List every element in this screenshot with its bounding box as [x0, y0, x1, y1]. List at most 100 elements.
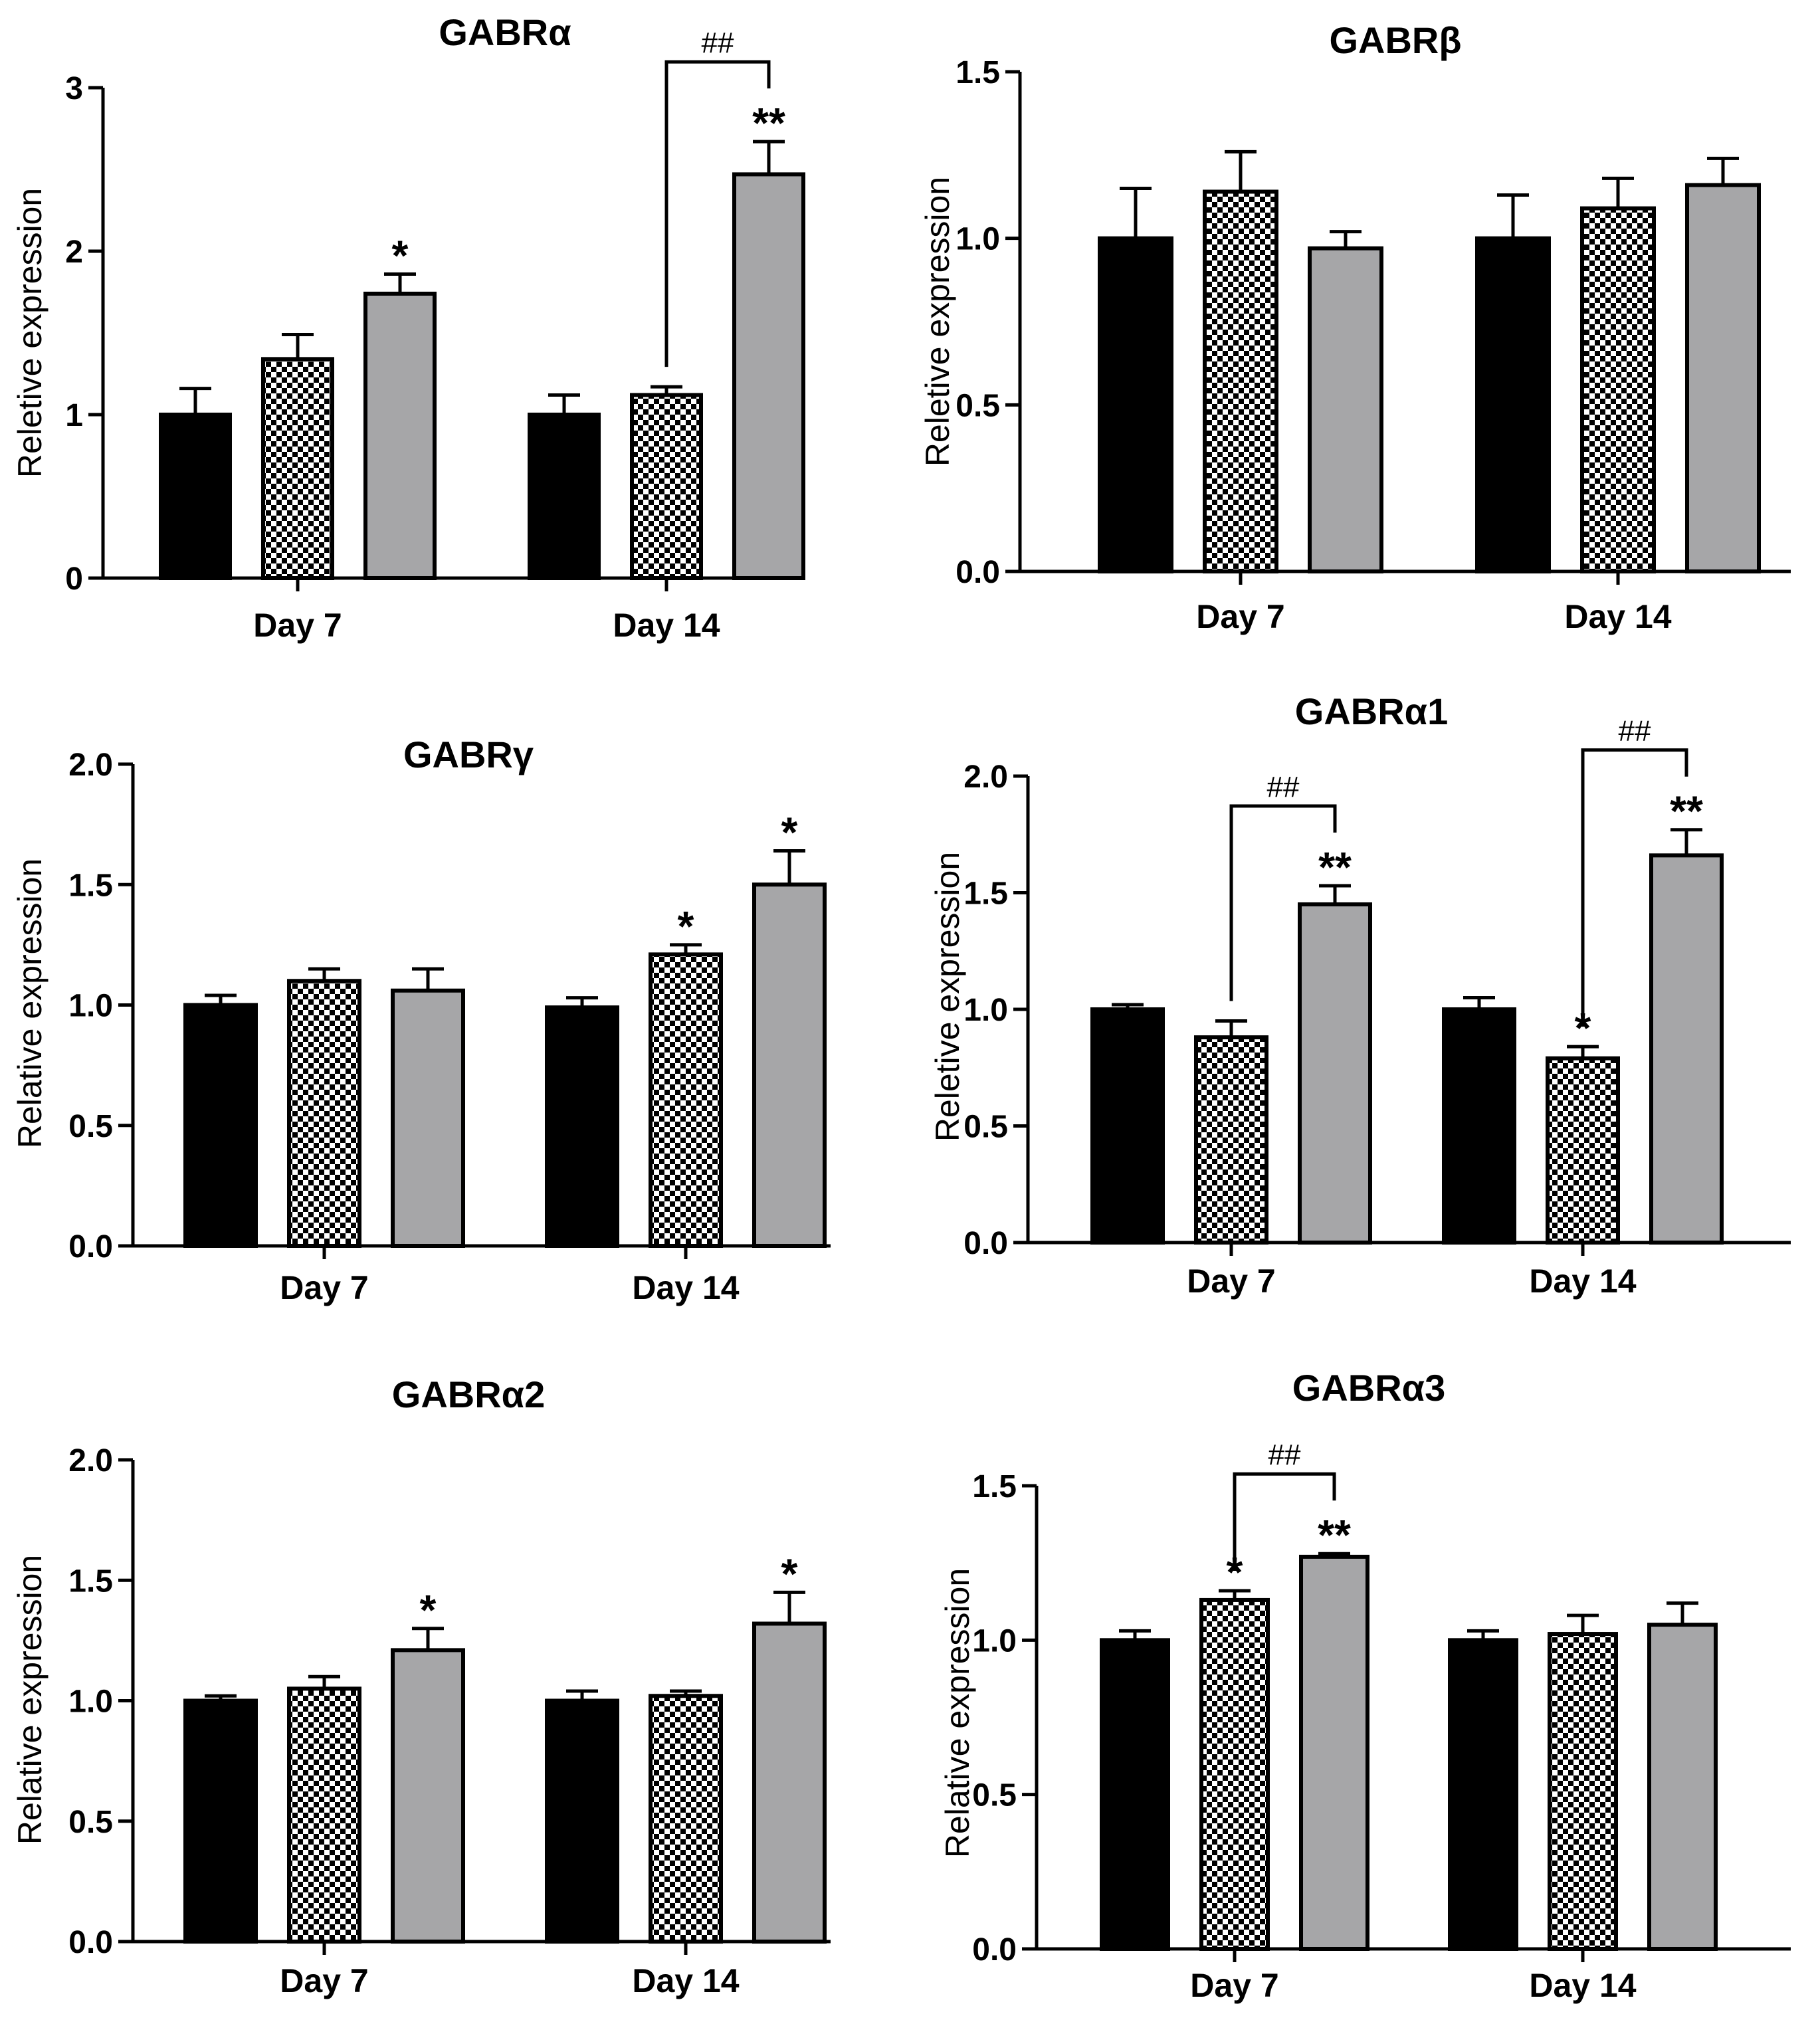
- bar-group1: [545, 1698, 619, 1944]
- y-axis-label: Reletive expression: [11, 188, 49, 478]
- significance-star: *: [392, 231, 409, 279]
- bar-group2: [1580, 206, 1656, 573]
- chart-title: GABRγ: [403, 734, 534, 775]
- bar-group2: [287, 1686, 361, 1944]
- bar-group3: [1685, 183, 1761, 574]
- bar-group2: [1548, 1632, 1618, 1952]
- y-tick-label: 1: [65, 398, 83, 433]
- chart-panel-3: 0.0 0.5 1.0 1.5 2.0 Day 7 Day 14 * * GABRγ Relativ…: [11, 734, 831, 1306]
- y-tick-label: 0.5: [956, 388, 1000, 423]
- category-label: Day 7: [1190, 1967, 1278, 2004]
- bar-group1: [159, 413, 232, 580]
- category-label: Day 14: [1564, 598, 1671, 635]
- y-tick-label: 1.5: [68, 868, 113, 903]
- bar-group2: [630, 393, 703, 580]
- bar-group1: [1098, 236, 1173, 573]
- y-tick-label: 0.5: [68, 1109, 113, 1144]
- category-label: Day 7: [280, 1962, 368, 1999]
- y-tick-label: 1.0: [956, 222, 1000, 257]
- significance-star: *: [678, 902, 694, 950]
- bracket-label: ##: [1268, 1439, 1301, 1471]
- y-tick-label: 1.0: [68, 1684, 113, 1720]
- bar-group3: [391, 988, 465, 1248]
- y-tick-label: 0.0: [963, 1226, 1008, 1261]
- bar-group3: [1649, 853, 1724, 1245]
- y-tick-label: 0.5: [972, 1778, 1017, 1813]
- y-tick-label: 2: [65, 235, 83, 270]
- y-tick-label: 0.0: [972, 1932, 1017, 1968]
- y-tick-label: 2.0: [68, 748, 113, 783]
- y-tick-label: 1.5: [963, 876, 1008, 912]
- comparison-bracket: [664, 60, 771, 367]
- bar-group2: [287, 979, 361, 1248]
- chart-panel-2: 0.0 0.5 1.0 1.5 Day 7 Day 14 GABRβ Reletive exp…: [919, 19, 1791, 635]
- chart-title: GABRβ: [1329, 19, 1461, 61]
- bar-group1: [183, 1003, 258, 1248]
- bar-group2: [649, 1694, 723, 1944]
- bar-group1: [1475, 236, 1551, 573]
- significance-star: **: [1318, 1511, 1351, 1559]
- bar-group3: [1299, 1554, 1369, 1951]
- significance-star: *: [781, 1550, 798, 1597]
- chart-title: GABRα1: [1295, 690, 1448, 732]
- bar-group1: [1100, 1638, 1170, 1951]
- bar-group2: [1194, 1035, 1268, 1245]
- bar-group2: [1546, 1056, 1620, 1245]
- bar-group3: [363, 291, 437, 580]
- bar-group1: [1448, 1638, 1518, 1951]
- category-label: Day 7: [1196, 598, 1284, 635]
- category-label: Day 14: [1529, 1262, 1636, 1300]
- bar-group1: [545, 1005, 619, 1248]
- bar-group2: [649, 952, 723, 1248]
- bar-group1: [1442, 1007, 1516, 1245]
- bracket-label: ##: [1619, 715, 1651, 748]
- y-tick-label: 3: [65, 71, 83, 106]
- category-label: Day 14: [632, 1269, 739, 1306]
- category-label: Day 7: [1187, 1262, 1275, 1300]
- significance-star: **: [752, 99, 785, 147]
- bar-group3: [752, 1621, 827, 1944]
- y-tick-label: 1.5: [68, 1564, 113, 1599]
- y-tick-label: 0.0: [956, 555, 1000, 590]
- bar-group2: [261, 357, 334, 580]
- y-tick-label: 2.0: [963, 759, 1008, 795]
- significance-star: *: [781, 809, 798, 857]
- y-tick-label: 1.5: [972, 1469, 1017, 1504]
- bracket-label: ##: [702, 27, 734, 59]
- y-tick-label: 0.0: [68, 1229, 113, 1264]
- bar-group2: [1203, 189, 1278, 574]
- significance-star: *: [420, 1586, 437, 1634]
- category-label: Day 14: [632, 1962, 739, 1999]
- significance-star: **: [1670, 787, 1703, 835]
- significance-star: **: [1318, 843, 1352, 891]
- bar-group3: [1298, 902, 1372, 1245]
- chart-title: GABRα3: [1292, 1367, 1445, 1409]
- comparison-bracket: [1581, 748, 1688, 1027]
- bar-group1: [183, 1698, 258, 1944]
- y-tick-label: 0.0: [68, 1925, 113, 1960]
- y-tick-label: 0: [65, 561, 83, 597]
- comparison-bracket: [1233, 1472, 1336, 1571]
- y-axis-label: Relative expression: [939, 1568, 976, 1858]
- chart-title: GABRα2: [392, 1373, 545, 1415]
- comparison-bracket: [1229, 804, 1337, 1001]
- y-tick-label: 2.0: [68, 1443, 113, 1478]
- y-tick-label: 1.0: [68, 989, 113, 1024]
- chart-title: GABRα: [439, 11, 571, 53]
- bar-group3: [732, 172, 805, 580]
- y-axis-label: Relative expression: [11, 1555, 49, 1845]
- category-label: Day 7: [253, 607, 342, 644]
- chart-panel-5: 0.0 0.5 1.0 1.5 2.0 Day 7 Day 14 * * GABRα2 Relati…: [11, 1373, 831, 1999]
- bar-group3: [752, 882, 827, 1248]
- y-tick-label: 0.5: [68, 1805, 113, 1840]
- bar-group3: [391, 1648, 465, 1944]
- category-label: Day 14: [1529, 1967, 1636, 2004]
- y-tick-label: 1.0: [972, 1623, 1017, 1659]
- y-axis-label: Relative expression: [11, 858, 49, 1148]
- bar-group2: [1199, 1597, 1270, 1952]
- y-axis-label: Reletive expression: [919, 177, 956, 466]
